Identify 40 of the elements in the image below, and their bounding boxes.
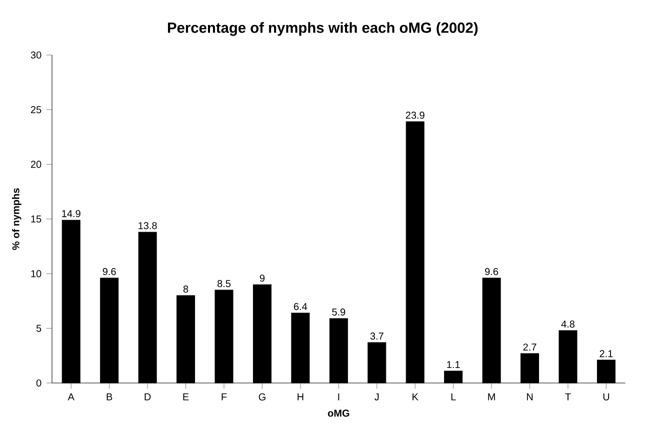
data-label: 6.4: [294, 303, 308, 310]
data-label: 2.1: [600, 350, 613, 358]
chart-title: Percentage of nymphs with each oMG (2002): [168, 22, 478, 36]
x-tick-label: E: [183, 393, 189, 400]
data-label: 9.6: [485, 268, 498, 276]
x-tick-label: T: [565, 393, 571, 400]
data-label: 8.5: [217, 280, 231, 288]
y-tick-label: 5: [36, 324, 42, 332]
y-tick-label: 20: [30, 160, 42, 168]
y-tick-label: 25: [30, 106, 42, 114]
data-label: 4.8: [561, 320, 575, 328]
y-tick-label: 0: [36, 379, 42, 387]
data-label: 14.9: [62, 210, 80, 218]
x-tick-label: G: [258, 393, 266, 400]
x-tick-label: L: [451, 393, 456, 400]
x-tick-label: A: [68, 393, 74, 400]
x-tick-label: N: [526, 393, 533, 400]
data-label: 3.7: [370, 332, 384, 340]
x-tick-label: D: [144, 393, 151, 400]
x-tick-label: U: [603, 393, 610, 400]
x-tick-label: M: [488, 393, 495, 400]
x-tick-label: I: [338, 393, 340, 400]
data-label: 13.8: [138, 222, 157, 230]
x-tick-label: J: [374, 393, 379, 400]
data-label: 2.7: [523, 344, 536, 351]
y-tick-label: 30: [30, 51, 42, 59]
y-tick-label: 10: [31, 270, 42, 278]
x-tick-label: B: [106, 393, 112, 400]
x-tick-label: H: [298, 393, 304, 400]
data-label: 9.6: [102, 268, 116, 276]
data-label: 5.9: [332, 308, 346, 316]
y-axis-title: % of nymphs: [12, 188, 22, 250]
x-tick-label: F: [222, 393, 227, 400]
data-label: 9: [260, 274, 265, 282]
x-axis-title: oMG: [328, 410, 350, 417]
data-label: 1.1: [447, 361, 460, 368]
x-tick-label: K: [412, 393, 418, 400]
data-label: 8: [183, 286, 188, 293]
data-label: 23.9: [406, 112, 424, 119]
y-tick-label: 15: [31, 216, 42, 222]
